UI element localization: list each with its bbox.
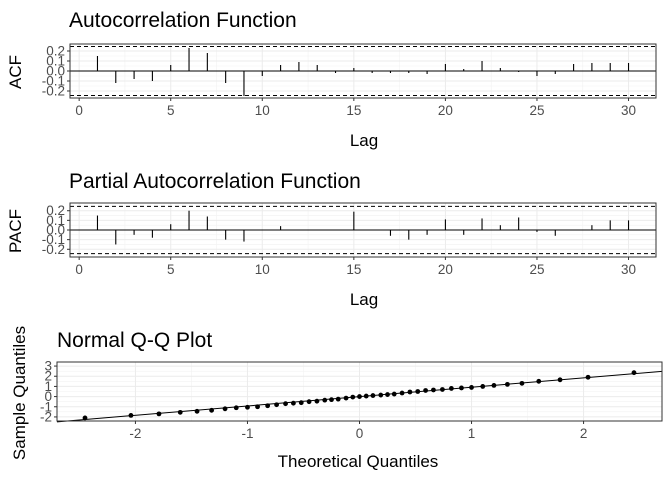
- qq-point: [407, 389, 413, 395]
- qq-point: [156, 411, 162, 417]
- qq-point: [585, 374, 591, 380]
- acf-x-tick-label: 25: [529, 103, 544, 118]
- pacf-x-tick-label: 25: [529, 262, 544, 277]
- qq-point: [274, 402, 279, 408]
- qq-y-tick-label: 0: [44, 389, 52, 404]
- qq-y-tick-label: 3: [44, 359, 52, 374]
- qq-x-tick-label: 1: [468, 426, 476, 441]
- qq-point: [415, 389, 421, 394]
- pacf-x-tick-label: 15: [346, 262, 361, 277]
- qq-point: [431, 387, 436, 393]
- pacf-panel: Partial Autocorrelation Function PACF La…: [6, 170, 657, 309]
- acf-panel: Autocorrelation Function ACF Lag 0 5 10 15 2…: [6, 9, 657, 150]
- acf-y-tick-label: -0.1: [42, 74, 65, 89]
- acf-x-tick-label: 0: [75, 103, 83, 118]
- qq-point: [265, 403, 271, 409]
- pacf-x-tick-label: 0: [75, 262, 83, 277]
- acf-x-tick-label: 10: [255, 103, 270, 118]
- qq-point: [82, 415, 88, 421]
- acf-x-tick-label: 20: [438, 103, 453, 118]
- acf-y-tick-label: 0.2: [46, 44, 65, 59]
- qq-point: [233, 405, 239, 411]
- pacf-ylabel: PACF: [6, 209, 25, 253]
- qq-point: [306, 399, 312, 405]
- qq-point: [194, 408, 200, 414]
- acf-plot-border: [69, 43, 657, 99]
- acf-x-tick-label: 30: [621, 103, 636, 118]
- qq-point: [298, 400, 304, 406]
- pacf-y-tick-label: 0.1: [46, 213, 65, 228]
- qq-point: [290, 400, 296, 406]
- pacf-xlabel: Lag: [350, 290, 378, 309]
- qq-point: [322, 397, 328, 403]
- qq-point: [491, 382, 497, 388]
- acf-y-tick-label: -0.2: [42, 84, 65, 99]
- acf-y-tick-label: 0.1: [46, 54, 65, 69]
- pacf-y-tick-label: -0.2: [42, 242, 65, 257]
- acf-x-tick-label: 15: [346, 103, 361, 118]
- qq-point: [209, 407, 215, 413]
- qq-point: [222, 406, 228, 412]
- qq-x-tick-label: 2: [580, 426, 588, 441]
- qq-point: [536, 378, 542, 384]
- pacf-x-tick-label: 10: [255, 262, 270, 277]
- pacf-title: Partial Autocorrelation Function: [69, 170, 361, 193]
- qq-point: [480, 384, 486, 389]
- qq-point: [504, 381, 510, 387]
- qq-point: [283, 401, 288, 407]
- qq-point: [350, 394, 356, 400]
- pacf-x-tick-label: 5: [167, 262, 175, 277]
- acf-ylabel: ACF: [6, 55, 25, 89]
- qq-panel: Normal Q-Q Plot Sample Quantiles Theoret…: [10, 326, 663, 471]
- qq-point: [370, 393, 376, 398]
- qq-point: [329, 397, 334, 403]
- qq-point: [335, 396, 341, 402]
- qq-point: [255, 404, 260, 410]
- qq-point: [519, 380, 525, 386]
- pacf-y-tick-label: -0.1: [42, 232, 65, 247]
- qq-point: [423, 388, 429, 393]
- qq-point: [343, 395, 349, 401]
- qq-point: [177, 409, 183, 415]
- acf-x-tick-label: 5: [167, 103, 175, 118]
- qq-x-tick-label: -1: [241, 426, 253, 441]
- qq-point: [245, 404, 250, 410]
- pacf-x-tick-label: 30: [621, 262, 636, 277]
- qq-point: [399, 390, 405, 396]
- qq-y-tick-label: 2: [44, 369, 52, 384]
- qq-point: [391, 391, 397, 397]
- qq-point: [128, 413, 134, 418]
- pacf-y-tick-label: 0.2: [46, 203, 65, 218]
- pacf-plot-border: [69, 202, 657, 258]
- acf-title: Autocorrelation Function: [69, 9, 297, 32]
- qq-title: Normal Q-Q Plot: [57, 329, 212, 352]
- qq-point: [557, 377, 563, 383]
- acf-y-tick-label: 0.0: [46, 64, 65, 79]
- qq-xlabel: Theoretical Quantiles: [278, 452, 439, 471]
- qq-plot-border: [56, 361, 663, 422]
- qq-y-tick-label: -2: [40, 409, 52, 424]
- qq-y-tick-label: 1: [44, 379, 52, 394]
- qq-point: [385, 392, 390, 397]
- qq-point: [363, 393, 369, 399]
- pacf-y-tick-label: 0.0: [46, 223, 65, 238]
- qq-point: [459, 385, 464, 391]
- pacf-x-tick-label: 20: [438, 262, 453, 277]
- qq-point: [448, 386, 454, 391]
- qq-ylabel: Sample Quantiles: [10, 326, 29, 460]
- qq-x-tick-label: -2: [129, 426, 141, 441]
- qq-x-tick-label: 0: [356, 426, 364, 441]
- qq-point: [378, 392, 384, 398]
- acf-xlabel: Lag: [350, 131, 378, 150]
- qq-point: [631, 370, 637, 376]
- qq-point: [440, 387, 445, 392]
- qq-point: [469, 385, 474, 390]
- qq-y-tick-label: -1: [40, 399, 52, 414]
- qq-point: [357, 394, 362, 399]
- qq-point: [314, 398, 320, 404]
